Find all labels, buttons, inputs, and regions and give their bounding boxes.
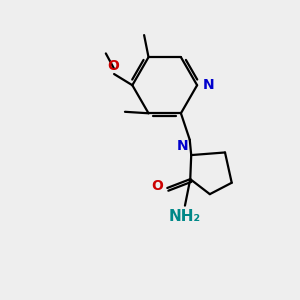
Text: O: O: [151, 179, 163, 193]
Text: NH₂: NH₂: [169, 209, 201, 224]
Text: N: N: [202, 78, 214, 92]
Text: O: O: [107, 59, 119, 73]
Text: N: N: [177, 139, 189, 153]
